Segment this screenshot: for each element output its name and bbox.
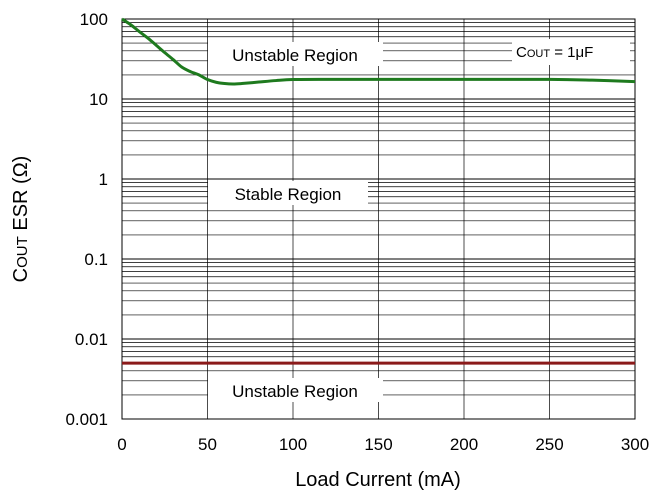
- legend-unit: μF: [576, 44, 594, 61]
- x-tick-label: 200: [450, 435, 478, 454]
- capacitance-legend: COUT = 1μF: [512, 39, 630, 65]
- y-tick-label: 0.01: [75, 330, 108, 349]
- x-tick-label: 100: [279, 435, 307, 454]
- y-axis-label: COUT ESR (Ω): [10, 156, 32, 283]
- upper-region-label: Unstable Region: [232, 46, 358, 65]
- middle-region-label: Stable Region: [235, 185, 342, 204]
- legend-bg: [512, 39, 630, 65]
- x-tick-label: 0: [117, 435, 126, 454]
- legend-sub: OUT: [527, 48, 551, 60]
- x-tick-label: 250: [535, 435, 563, 454]
- legend-text: COUT = 1μF: [516, 44, 593, 61]
- y-tick-label: 1: [99, 170, 108, 189]
- lower-region-label: Unstable Region: [232, 382, 358, 401]
- lower-region-label-bg: [208, 378, 383, 402]
- region-labels: Unstable Region Stable Region Unstable R…: [208, 42, 383, 402]
- y-tick-label: 0.1: [84, 250, 108, 269]
- legend-rest: = 1: [550, 44, 575, 61]
- x-tick-label: 150: [364, 435, 392, 454]
- y-label-main: C: [10, 268, 32, 282]
- series-lines: [121, 17, 636, 365]
- y-tick-label: 100: [80, 10, 108, 29]
- plot-frame: [121, 18, 636, 420]
- x-tick-label: 50: [198, 435, 217, 454]
- y-tick-labels: 0.001 0.01 0.1 1 10 100: [65, 10, 108, 429]
- y-label-sub: OUT: [14, 236, 31, 268]
- middle-region-label-bg: [208, 181, 368, 205]
- y-tick-label: 10: [89, 90, 108, 109]
- y-tick-label: 0.001: [65, 410, 108, 429]
- upper-region-label-bg: [208, 42, 383, 66]
- esr-upper-limit-line: [121, 17, 636, 86]
- legend-main: C: [516, 44, 527, 61]
- x-tick-label: 300: [621, 435, 649, 454]
- x-axis-label: Load Current (mA): [295, 469, 461, 491]
- y-label-rest: ESR (Ω): [10, 156, 32, 237]
- x-tick-labels: 0 50 100 150 200 250 300: [117, 435, 649, 454]
